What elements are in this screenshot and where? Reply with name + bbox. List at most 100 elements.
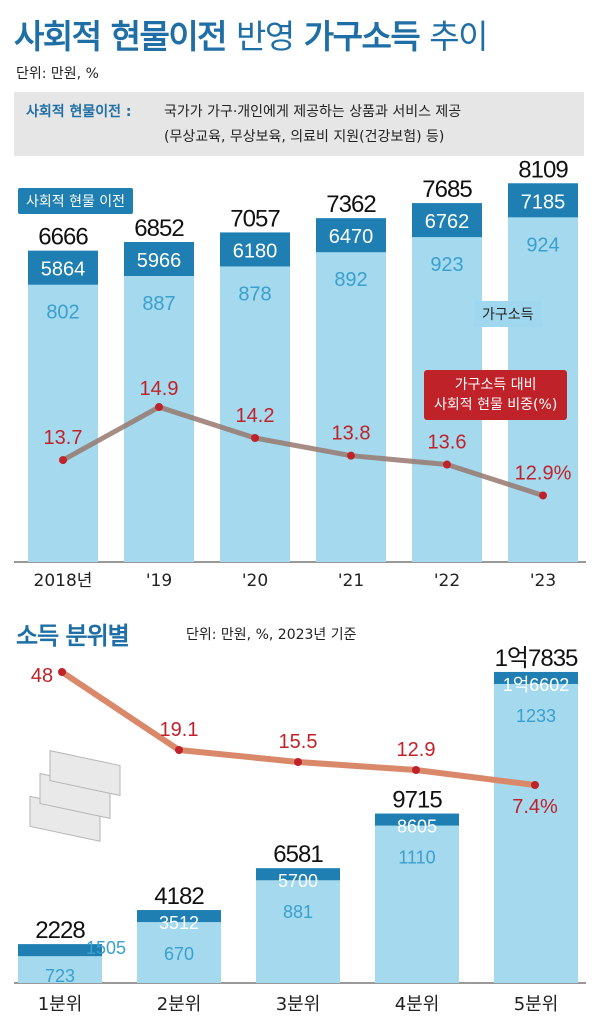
ratio-line bbox=[61, 404, 544, 498]
in-kind-label: 670 bbox=[164, 944, 194, 964]
bar-total bbox=[220, 232, 290, 562]
household-label: 3512 bbox=[159, 913, 199, 933]
money-stack-icon bbox=[29, 750, 121, 842]
ratio-label: 15.5 bbox=[279, 731, 318, 753]
total-label: 1억7835 bbox=[495, 645, 578, 672]
x-tick-label: 4분위 bbox=[395, 994, 440, 1015]
total-label: 7057 bbox=[230, 205, 280, 232]
household-label: 6180 bbox=[233, 240, 278, 262]
bar-cap bbox=[375, 813, 459, 826]
ratio-point bbox=[539, 491, 547, 500]
x-tick-label: '20 bbox=[242, 571, 268, 591]
definition-label: 사회적 현물이전 : bbox=[26, 104, 132, 120]
in-kind-label: 887 bbox=[142, 293, 175, 315]
bar-cap bbox=[220, 232, 290, 267]
ratio-point bbox=[347, 451, 355, 460]
household-label: 6470 bbox=[329, 226, 374, 248]
legend-ratio-line-1: 가구소득 대비 bbox=[454, 377, 537, 393]
legend-in-kind-label: 사회적 현물 이전 bbox=[18, 188, 134, 214]
ratio-label: 13.6 bbox=[428, 432, 467, 454]
in-kind-label: 1233 bbox=[516, 706, 556, 726]
ratio-point bbox=[251, 434, 259, 442]
bar-cap bbox=[137, 910, 221, 923]
ratio-label: 13.7 bbox=[44, 427, 83, 449]
ratio-label: 14.9 bbox=[140, 378, 179, 400]
ratio-point bbox=[59, 456, 67, 465]
bar-total bbox=[494, 671, 578, 983]
legend-ratio-line-2: 사회적 현물 비중(%) bbox=[434, 397, 558, 413]
ratio-label: 14.2 bbox=[236, 405, 275, 427]
ratio-label: 13.8 bbox=[332, 423, 371, 445]
title-part-2: 현물이전 bbox=[110, 17, 228, 56]
title-part-5: 추이 bbox=[429, 17, 488, 56]
bar-cap bbox=[412, 203, 482, 238]
ratio-point bbox=[412, 766, 420, 774]
in-kind-label: 723 bbox=[45, 966, 75, 986]
title-part-3: 반영 bbox=[236, 17, 295, 56]
x-tick-label: '19 bbox=[146, 571, 172, 591]
ratio-point bbox=[155, 403, 163, 412]
bar-cap bbox=[124, 242, 194, 277]
in-kind-label: 1110 bbox=[398, 848, 435, 868]
x-tick-label: 2018년 bbox=[34, 571, 93, 591]
definition-line-2: (무상교육, 무상보육, 의료비 지원(건강보험) 등) bbox=[164, 129, 445, 145]
total-label: 7362 bbox=[326, 191, 376, 218]
x-tick-label: '22 bbox=[434, 571, 460, 591]
definition-box: 사회적 현물이전 : 국가가 가구·개인에게 제공하는 상품과 서비스 제공 (… bbox=[14, 92, 584, 156]
x-tick-label: '23 bbox=[530, 571, 556, 591]
bar-total bbox=[316, 218, 386, 563]
household-label: 5864 bbox=[41, 259, 86, 281]
legend-household-label: 가구소득 bbox=[474, 301, 542, 327]
title-part-1: 사회적 bbox=[14, 17, 102, 56]
bar-cap bbox=[494, 671, 578, 684]
in-kind-label: 892 bbox=[334, 269, 367, 291]
bar-cap bbox=[316, 218, 386, 253]
bar-cap bbox=[18, 944, 102, 957]
money-bundle bbox=[49, 750, 121, 797]
in-kind-label: 923 bbox=[430, 254, 463, 276]
ratio-label: 19.1 bbox=[160, 719, 199, 741]
household-label: 1505 bbox=[86, 938, 126, 958]
bar-cap bbox=[256, 868, 340, 881]
bar-cap bbox=[28, 250, 98, 285]
in-kind-label: 881 bbox=[283, 902, 313, 922]
household-label: 1억6602 bbox=[503, 675, 570, 695]
ratio-point bbox=[531, 781, 539, 789]
ratio-label: 48 bbox=[31, 665, 53, 687]
unit-label-top: 단위: 만원, % bbox=[16, 66, 99, 82]
bar-total bbox=[28, 250, 98, 562]
ratio-point bbox=[58, 668, 66, 676]
ratio-label: 12.9 bbox=[397, 739, 436, 761]
bar-total bbox=[256, 868, 340, 983]
ratio-label: 7.4% bbox=[512, 796, 558, 818]
total-label: 2228 bbox=[35, 917, 85, 944]
in-kind-label: 802 bbox=[46, 302, 79, 324]
page-title: 사회적 현물이전 반영 가구소득 추이 bbox=[14, 10, 488, 58]
total-label: 8109 bbox=[518, 156, 568, 183]
legend-ratio-label: 가구소득 대비 사회적 현물 비중(%) bbox=[424, 370, 568, 420]
household-label: 6762 bbox=[425, 211, 470, 233]
bar-total bbox=[375, 813, 459, 983]
unit-label-quintile: 단위: 만원, %, 2023년 기준 bbox=[186, 627, 357, 643]
total-label: 6581 bbox=[273, 841, 323, 868]
in-kind-label: 878 bbox=[238, 283, 271, 305]
definition-line-1: 국가가 가구·개인에게 제공하는 상품과 서비스 제공 bbox=[164, 104, 462, 120]
household-label: 7185 bbox=[521, 191, 566, 213]
total-label: 4182 bbox=[154, 883, 204, 910]
ratio-point bbox=[175, 746, 183, 754]
total-label: 7685 bbox=[422, 176, 472, 203]
ratio-point bbox=[443, 460, 451, 469]
x-tick-label: 5분위 bbox=[514, 994, 559, 1015]
household-label: 8605 bbox=[397, 817, 437, 837]
x-tick-label: 3분위 bbox=[276, 994, 321, 1015]
total-label: 6666 bbox=[38, 224, 88, 251]
x-tick-label: 1분위 bbox=[38, 994, 83, 1015]
household-label: 5966 bbox=[137, 250, 182, 272]
total-label: 6852 bbox=[134, 215, 184, 242]
x-tick-label: 2분위 bbox=[157, 994, 202, 1015]
ratio-point bbox=[294, 758, 302, 766]
title-part-4: 가구소득 bbox=[303, 17, 421, 56]
ratio-label: 12.9% bbox=[515, 462, 572, 484]
in-kind-label: 924 bbox=[526, 234, 559, 256]
